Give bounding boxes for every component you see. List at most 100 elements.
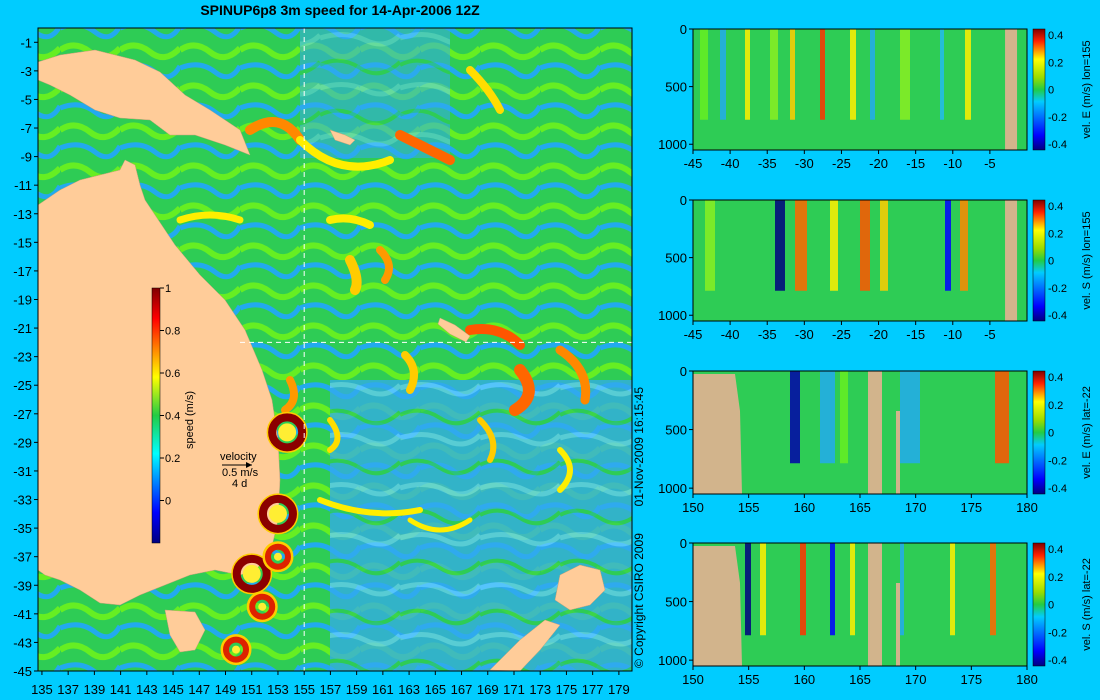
map-y-tick-label: -1: [20, 35, 32, 50]
section-velocity-band: [820, 29, 825, 120]
section-velocity-band: [960, 200, 968, 291]
chart-title: SPINUP6p8 3m speed for 14-Apr-2006 12Z: [200, 2, 480, 18]
section-velocity-band: [945, 200, 951, 291]
section-field: [693, 543, 1027, 666]
section-colorbar-tick-label: 0.4: [1048, 372, 1063, 384]
copyright-text: © Copyright CSIRO 2009: [632, 533, 646, 668]
map-y-tick-label: -15: [13, 235, 32, 250]
section-velocity-band: [965, 29, 971, 120]
section-panels: -45 -40 -35 -30 -25 -20 -15 -10 -5 0 500 1000 0.4 0.2…: [658, 22, 1093, 687]
section-colorbar-tick-label: 0: [1048, 428, 1054, 440]
map-current-streaks: [176, 66, 591, 533]
eddy-ring: [264, 543, 291, 570]
section-x-tick-label: -30: [795, 327, 814, 342]
map-x-tick-label: 169: [477, 682, 499, 697]
section-colorbar-tick-label: 0.4: [1048, 201, 1063, 213]
map-y-tick-label: -19: [13, 292, 32, 307]
section-x-tick-label: -10: [943, 327, 962, 342]
map-y-tick-label: -17: [13, 264, 32, 279]
section-land-mask: [1005, 200, 1018, 321]
eddy-core: [278, 423, 297, 442]
section-velocity-band: [940, 29, 944, 120]
section-land-mask: [868, 543, 882, 666]
section-x-tick-label: 155: [738, 500, 760, 515]
section-2: -45 -40 -35 -30 -25 -20 -15 -10 -5 0 500 1000 0.4 0.2…: [658, 193, 1093, 342]
land-tasmania: [164, 609, 206, 653]
section-land-mask: [896, 411, 900, 494]
section-velocity-band: [770, 29, 778, 120]
map-y-tick-label: -43: [13, 635, 32, 650]
map-colorbar-tick-label: 0.2: [165, 453, 180, 465]
map-x-tick-label: 151: [241, 682, 263, 697]
section-y-tick-label: 0: [680, 193, 687, 208]
map-x-tick-label: 177: [582, 682, 604, 697]
section-x-tick-label: 160: [793, 500, 815, 515]
section-x-tick-label: -45: [684, 327, 703, 342]
section-x-tick-label: 165: [849, 500, 871, 515]
section-colorbar: [1032, 28, 1046, 151]
copyright-timestamp: © Copyright CSIRO 2009 01-Nov-2009 16:15…: [632, 387, 646, 668]
section-velocity-band: [850, 29, 856, 120]
map-x-tick-label: 165: [424, 682, 446, 697]
section-x-tick-label: -20: [869, 327, 888, 342]
map-x-tick-label: 163: [398, 682, 420, 697]
section-colorbar-tick-label: -0.4: [1048, 139, 1067, 151]
map-x-tick-label: 143: [136, 682, 158, 697]
section-colorbar-tick-label: -0.4: [1048, 655, 1067, 667]
map-y-tick-label: -7: [20, 121, 32, 136]
section-y-tick-label: 1000: [658, 137, 687, 152]
velocity-legend: velocity 0.5 m/s 4 d: [220, 451, 259, 490]
map-y-tick-label: -9: [20, 150, 32, 165]
section-land-mask: [896, 583, 900, 666]
section-colorbar-label: vel. E (m/s) lat=-22: [1081, 386, 1093, 479]
map-y-tick-label: -27: [13, 407, 32, 422]
section-y-tick-label: 500: [665, 423, 687, 438]
map-y-tick-label: -39: [13, 578, 32, 593]
section-colorbar-label: vel. S (m/s) lat=-22: [1081, 558, 1093, 651]
map-colorbar-label: speed (m/s): [184, 391, 196, 449]
section-x-tick-label: 165: [849, 672, 871, 687]
section-x-tick-label: -10: [943, 156, 962, 171]
eddy-halo: [246, 591, 278, 623]
eddy-ring: [232, 554, 271, 593]
map-y-tick-label: -45: [13, 664, 32, 679]
section-x-tick-label: 150: [682, 672, 704, 687]
map-x-tick-label: 141: [110, 682, 132, 697]
map-x-tick-label: 171: [503, 682, 525, 697]
section-y-tick-label: 0: [680, 22, 687, 37]
section-velocity-band: [795, 200, 807, 291]
section-velocity-band: [995, 371, 1009, 464]
section-velocity-band: [760, 543, 766, 636]
section-y-tick-label: 1000: [658, 308, 687, 323]
section-y-tick-label: 0: [680, 536, 687, 551]
section-velocity-band: [790, 29, 795, 120]
section-colorbar-label: vel. E (m/s) lon=155: [1081, 40, 1093, 138]
section-colorbar-tick-label: -0.4: [1048, 310, 1067, 322]
map-x-axis: 135 137 139 141 143 145 147 149 151 153 155 157 159 1…: [31, 671, 630, 697]
section-velocity-band: [990, 543, 996, 636]
section-x-tick-label: 160: [793, 672, 815, 687]
section-land-mask: [1005, 29, 1018, 150]
eddy-core: [268, 504, 287, 523]
section-x-tick-label: 175: [960, 500, 982, 515]
section-colorbar-tick-label: 0: [1048, 256, 1054, 268]
map-x-tick-label: 167: [451, 682, 473, 697]
section-colorbar-tick-label: -0.2: [1048, 455, 1067, 467]
map-y-tick-label: -33: [13, 493, 32, 508]
section-colorbar-tick-label: -0.2: [1048, 283, 1067, 295]
map-y-tick-label: -25: [13, 378, 32, 393]
eddy-halo: [262, 541, 294, 573]
section-3: 150 155 160 165 170 175 180 0 500 1000 0.4 0.2 0 -0.2…: [658, 364, 1093, 515]
land-solomon-islands: [329, 129, 356, 146]
section-velocity-band: [830, 543, 835, 636]
velocity-legend-days: 4 d: [232, 478, 247, 490]
section-velocity-band: [840, 371, 848, 464]
map-x-tick-label: 175: [556, 682, 578, 697]
map-y-tick-label: -31: [13, 464, 32, 479]
section-y-tick-label: 500: [665, 80, 687, 95]
section-x-tick-label: -25: [832, 156, 851, 171]
section-x-tick-label: -15: [906, 327, 925, 342]
section-y-tick-label: 1000: [658, 653, 687, 668]
map-y-tick-label: -23: [13, 350, 32, 365]
